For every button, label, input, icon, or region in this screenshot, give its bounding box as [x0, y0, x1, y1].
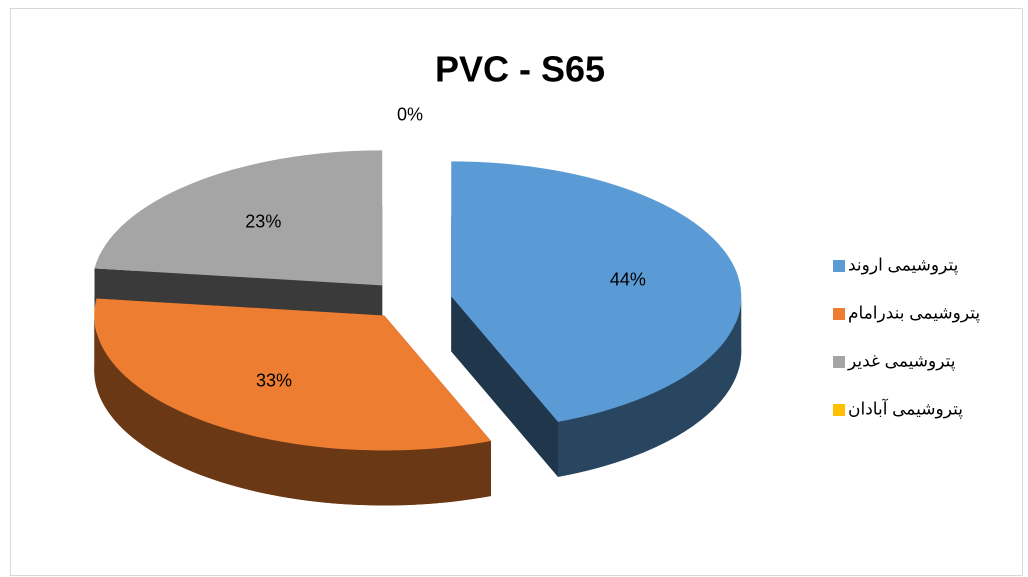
legend-swatch — [833, 308, 845, 320]
legend-swatch — [833, 356, 845, 368]
slice-cut-face — [451, 296, 559, 477]
legend-label: پتروشیمی آبادان — [848, 397, 963, 419]
slice — [94, 150, 383, 286]
data-label: 33% — [256, 370, 292, 390]
legend-label: پتروشیمی اروند — [848, 255, 959, 275]
chart-title: PVC - S65 — [435, 49, 605, 90]
data-label: 0% — [397, 104, 423, 124]
legend-swatch — [833, 404, 845, 416]
legend-swatch — [833, 260, 845, 272]
data-label: 23% — [245, 211, 281, 231]
slice-group — [94, 298, 492, 506]
legend-label: پتروشیمی بندرامام — [848, 303, 980, 323]
slice — [451, 161, 742, 422]
slice-side — [558, 296, 742, 477]
slice-group — [451, 161, 742, 477]
legend-label: پتروشیمی غدیر — [847, 351, 956, 371]
slice — [94, 298, 492, 451]
data-label: 44% — [610, 269, 646, 289]
slice-side — [94, 315, 492, 506]
